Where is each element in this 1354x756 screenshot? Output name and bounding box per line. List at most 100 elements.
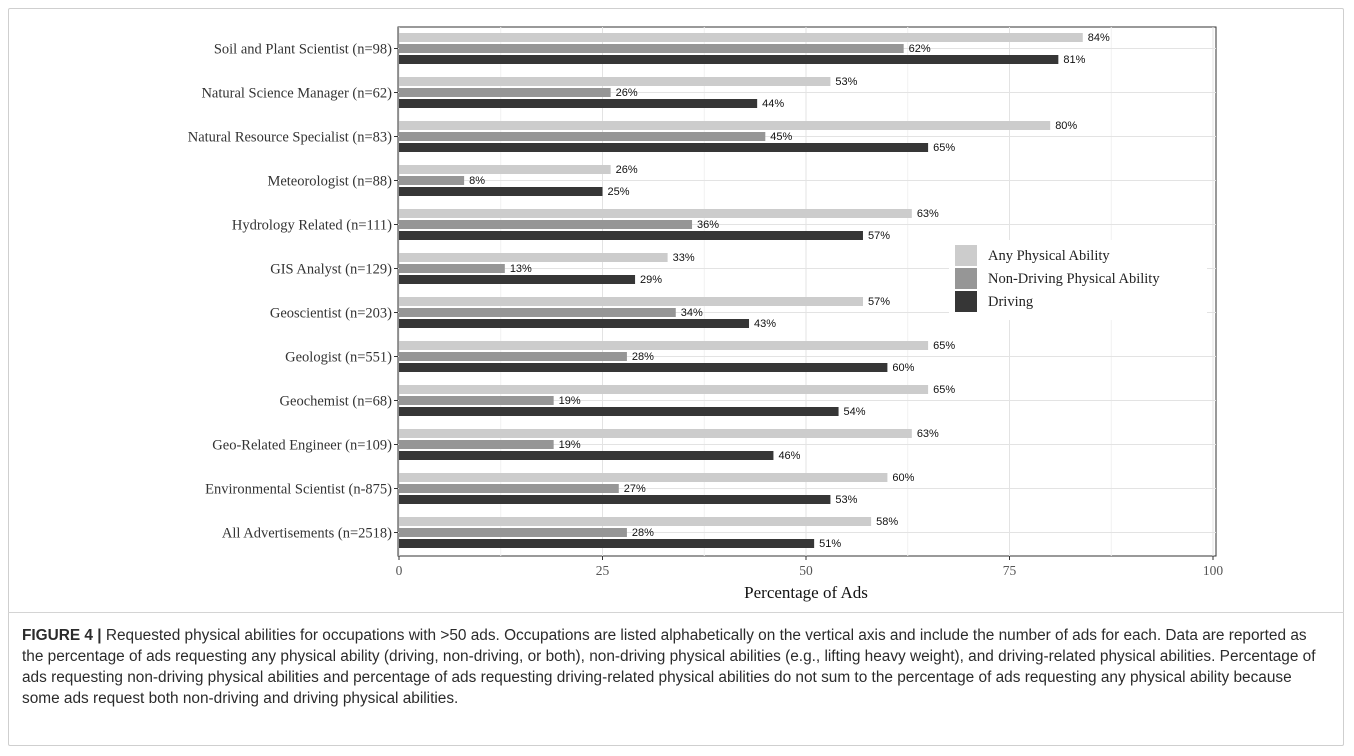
- figure-frame: [8, 8, 1344, 746]
- data-label: 45%: [770, 131, 792, 143]
- bar: [399, 385, 929, 394]
- data-label: 33%: [673, 252, 695, 264]
- bar: [399, 484, 619, 493]
- bar: [399, 187, 603, 196]
- data-label: 19%: [559, 395, 581, 407]
- bar: [399, 264, 505, 273]
- data-label: 19%: [559, 439, 581, 451]
- bar: [399, 44, 904, 53]
- data-label: 65%: [933, 384, 955, 396]
- data-label: 27%: [624, 483, 646, 495]
- bar: [399, 143, 929, 152]
- bar: [399, 319, 750, 328]
- legend-background: [949, 240, 1207, 320]
- data-label: 25%: [608, 186, 630, 198]
- bar: [399, 297, 863, 306]
- bar: [399, 517, 872, 526]
- bar: [399, 528, 627, 537]
- bar: [399, 121, 1051, 130]
- bar: [399, 440, 554, 449]
- data-label: 57%: [868, 296, 890, 308]
- bar: [399, 407, 839, 416]
- data-label: 63%: [917, 208, 939, 220]
- bar: [399, 77, 831, 86]
- data-label: 51%: [819, 538, 841, 550]
- category-label: Geo-Related Engineer (n=109): [212, 438, 392, 454]
- bar: [399, 308, 676, 317]
- x-tick-label: 0: [396, 563, 403, 578]
- caption-text: Requested physical abilities for occupat…: [22, 627, 1316, 707]
- x-axis-title: Percentage of Ads: [744, 583, 868, 602]
- category-label: All Advertisements (n=2518): [222, 526, 392, 542]
- bar: [399, 220, 693, 229]
- bar: [399, 473, 888, 482]
- legend-label: Non-Driving Physical Ability: [988, 271, 1160, 287]
- data-label: 54%: [844, 406, 866, 418]
- bar: [399, 132, 766, 141]
- bar: [399, 341, 929, 350]
- data-label: 26%: [616, 87, 638, 99]
- legend: Any Physical Ability Non-Driving Physical…: [949, 240, 1207, 320]
- bar: [399, 352, 627, 361]
- bar: [399, 451, 774, 460]
- bar: [399, 253, 668, 262]
- data-label: 36%: [697, 219, 719, 231]
- category-label: Natural Science Manager (n=62): [201, 86, 392, 102]
- bar: [399, 99, 758, 108]
- data-label: 58%: [876, 516, 898, 528]
- bar: [399, 176, 465, 185]
- data-labels: 84% 62% 81% 53% 26% 44% 80% 45% 65% 26% 8% 25% 63% 36…: [469, 32, 1110, 550]
- legend-swatch: [955, 291, 977, 312]
- bar: [399, 33, 1083, 42]
- x-tick-label: 50: [799, 563, 813, 578]
- category-label: Natural Resource Specialist (n=83): [188, 130, 392, 146]
- bar: [399, 495, 831, 504]
- data-label: 34%: [681, 307, 703, 319]
- data-label: 28%: [632, 527, 654, 539]
- bars: [399, 33, 1083, 548]
- figure-label: FIGURE 4 |: [22, 627, 102, 644]
- x-tick-label: 75: [1003, 563, 1017, 578]
- data-label: 29%: [640, 274, 662, 286]
- bar: [399, 363, 888, 372]
- category-axis: Soil and Plant Scientist (n=98) Natural S…: [188, 42, 398, 542]
- bar: [399, 165, 611, 174]
- category-label: Hydrology Related (n=111): [232, 218, 392, 234]
- data-label: 26%: [616, 164, 638, 176]
- bar: [399, 539, 815, 548]
- data-label: 60%: [892, 362, 914, 374]
- data-label: 84%: [1088, 32, 1110, 44]
- category-label: Environmental Scientist (n-875): [205, 482, 392, 498]
- category-label: Geochemist (n=68): [280, 394, 393, 410]
- figure-caption: FIGURE 4 | Requested physical abilities …: [22, 625, 1332, 709]
- data-label: 60%: [892, 472, 914, 484]
- data-label: 28%: [632, 351, 654, 363]
- legend-label: Any Physical Ability: [988, 248, 1110, 264]
- data-label: 65%: [933, 142, 955, 154]
- legend-label: Driving: [988, 294, 1033, 310]
- legend-swatch: [955, 268, 977, 289]
- data-label: 13%: [510, 263, 532, 275]
- data-label: 57%: [868, 230, 890, 242]
- bar: [399, 55, 1059, 64]
- data-label: 43%: [754, 318, 776, 330]
- bar: [399, 88, 611, 97]
- data-label: 81%: [1063, 54, 1085, 66]
- legend-swatch: [955, 245, 977, 266]
- data-label: 53%: [835, 76, 857, 88]
- caption-divider: [8, 612, 1344, 613]
- data-label: 65%: [933, 340, 955, 352]
- x-tick-label: 100: [1203, 563, 1224, 578]
- data-label: 80%: [1055, 120, 1077, 132]
- bar-chart: 84% 62% 81% 53% 26% 44% 80% 45% 65% 26% 8% 25% 63% 36…: [188, 26, 1224, 602]
- bar: [399, 429, 912, 438]
- data-label: 53%: [835, 494, 857, 506]
- data-label: 62%: [909, 43, 931, 55]
- category-label: GIS Analyst (n=129): [270, 262, 392, 278]
- category-label: Meteorologist (n=88): [267, 174, 392, 190]
- category-label: Geoscientist (n=203): [270, 306, 392, 322]
- bar: [399, 231, 863, 240]
- x-tick-label: 25: [596, 563, 610, 578]
- bar: [399, 209, 912, 218]
- data-label: 63%: [917, 428, 939, 440]
